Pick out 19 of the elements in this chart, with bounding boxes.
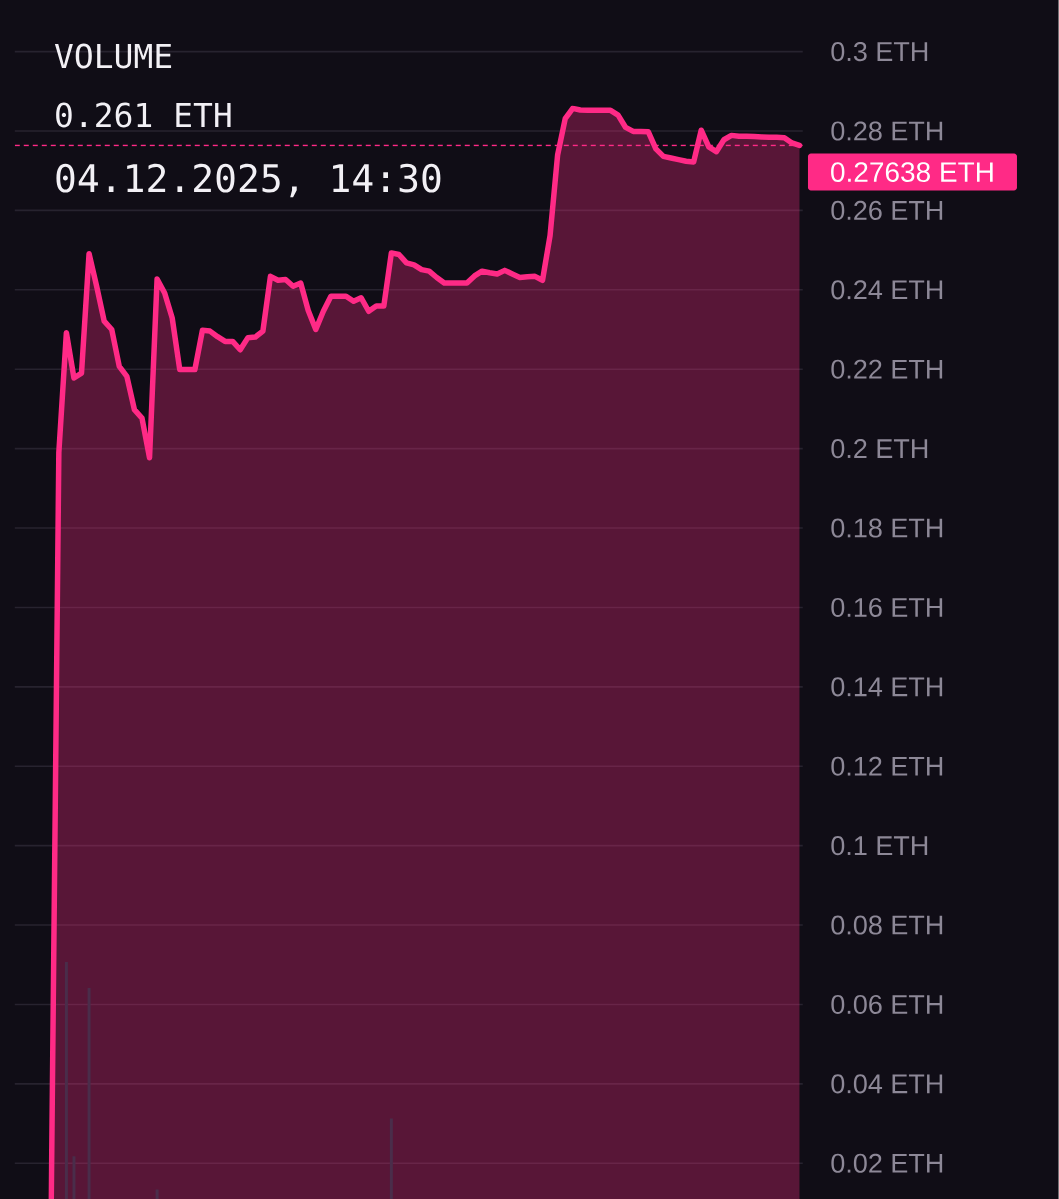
y-tick-label: 0.14 ETH [831, 677, 943, 697]
y-tick-label: 0.08 ETH [831, 915, 943, 935]
y-tick-label: 0.24 ETH [831, 280, 943, 300]
y-tick-label: 0.06 ETH [831, 994, 943, 1015]
y-tick-label: 0.18 ETH [831, 518, 943, 538]
y-tick-label: 0.16 ETH [831, 597, 943, 617]
y-tick-label: 0.04 ETH [831, 1074, 943, 1094]
annotation: 04.12.2025, 14:30 [56, 163, 441, 198]
y-tick-label: 0.22 ETH [831, 359, 943, 379]
y-tick-label: 0.2 ETH [831, 439, 928, 459]
y-tick-label: 0.02 ETH [831, 1153, 943, 1173]
annotation: 0.261 ETH [56, 102, 231, 128]
y-tick-label: 0.28 ETH [831, 121, 943, 141]
y-tick-label: 0.26 ETH [831, 200, 943, 220]
ref-line-label: 0.27638 ETH [831, 162, 993, 182]
y-tick-label: 0.3 ETH [831, 42, 928, 62]
y-tick-label: 0.1 ETH [831, 836, 928, 856]
y-tick-label: 0.12 ETH [831, 756, 943, 776]
annotation: VOLUME [55, 43, 172, 69]
